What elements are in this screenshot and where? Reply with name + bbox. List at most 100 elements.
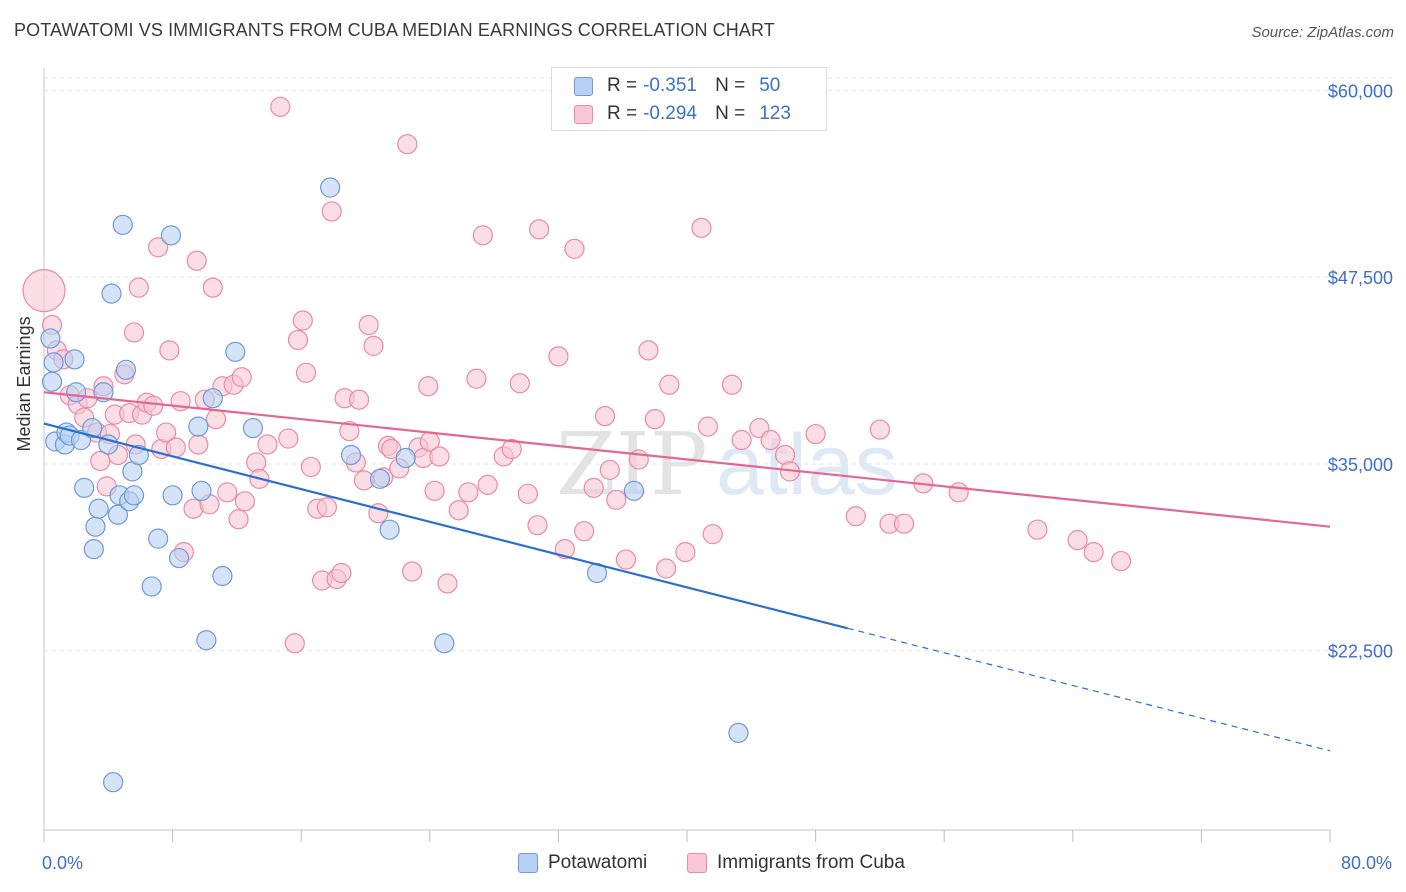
point-potawatomi (369, 468, 391, 489)
point-cuba (691, 217, 712, 238)
point-cuba (418, 376, 439, 397)
legend-n-value: 123 (759, 103, 791, 124)
y-axis-label: Median Earnings (14, 316, 34, 452)
point-cuba (448, 500, 469, 521)
point-potawatomi (191, 480, 212, 501)
point-cuba (599, 459, 620, 481)
point-potawatomi (728, 722, 749, 743)
point-cuba (205, 409, 227, 430)
point-potawatomi (160, 225, 182, 246)
trend-line-potawatomi-extension (847, 627, 1331, 752)
point-cuba (270, 96, 291, 117)
point-potawatomi (379, 519, 400, 540)
point-potawatomi (188, 416, 209, 437)
point-potawatomi (103, 772, 124, 793)
point-cuba (429, 446, 450, 467)
chart-title: POTAWATOMI VS IMMIGRANTS FROM CUBA MEDIA… (14, 20, 775, 40)
point-cuba (574, 521, 595, 542)
legend-r-label: R = (607, 75, 638, 96)
point-potawatomi (148, 528, 169, 549)
point-potawatomi (225, 341, 246, 362)
point-potawatomi (434, 633, 455, 654)
point-cuba (948, 482, 969, 503)
point-potawatomi (66, 382, 87, 403)
trend-line-potawatomi (43, 422, 849, 630)
point-cuba (1083, 541, 1104, 563)
point-potawatomi (85, 516, 106, 537)
point-cuba (529, 219, 550, 240)
legend-label-potawatomi: Potawatomi (548, 852, 648, 873)
point-potawatomi (141, 576, 162, 597)
legend-n-label: N = (715, 75, 746, 96)
y-tick-label: $22,500 (1328, 642, 1393, 662)
trend-line-cuba (43, 391, 1331, 528)
y-tick-label: $60,000 (1328, 81, 1393, 101)
point-cuba (300, 456, 321, 478)
point-cuba (287, 329, 309, 351)
point-potawatomi (128, 444, 149, 466)
point-cuba (228, 509, 249, 530)
point-cuba (583, 477, 604, 498)
point-cuba (316, 497, 338, 518)
point-potawatomi (101, 283, 122, 304)
point-cuba (331, 562, 352, 584)
point-potawatomi (64, 349, 85, 370)
stats-legend: R = -0.351 N = 50 R = -0.294 N = 123 (551, 67, 827, 131)
point-cuba (381, 438, 402, 460)
point-cuba (548, 346, 569, 367)
point-potawatomi (40, 328, 61, 349)
point-potawatomi (196, 630, 217, 651)
series-potawatomi (40, 177, 749, 793)
point-cuba (638, 340, 659, 361)
point-potawatomi (115, 359, 137, 380)
legend-swatch-blue (574, 76, 593, 96)
point-cuba (472, 225, 493, 246)
point-cuba (731, 429, 752, 451)
point-cuba (234, 491, 256, 512)
source-label: Source: ZipAtlas.com (1251, 24, 1394, 41)
point-cuba (1027, 519, 1048, 540)
legend-r-label: R = (607, 103, 638, 124)
legend-n-value: 50 (759, 75, 781, 96)
point-cuba (202, 277, 223, 298)
x-tick-label-min: 0.0% (42, 853, 84, 873)
point-cuba (257, 434, 278, 455)
point-cuba (509, 373, 530, 394)
point-cuba (893, 513, 915, 534)
point-potawatomi (202, 388, 223, 409)
point-cuba (869, 419, 891, 440)
point-cuba (22, 269, 66, 313)
point-cuba (1110, 550, 1132, 572)
bottom-legend-potawatomi: Potawatomi (518, 852, 647, 874)
point-cuba (805, 423, 826, 445)
legend-row-potawatomi: R = -0.351 N = 50 (574, 74, 780, 98)
point-potawatomi (74, 477, 95, 498)
gridlines (44, 77, 1393, 652)
point-potawatomi (83, 539, 104, 560)
point-cuba (397, 134, 418, 155)
point-cuba (845, 506, 866, 527)
point-potawatomi (168, 547, 190, 569)
point-cuba (188, 434, 209, 455)
point-potawatomi (212, 565, 233, 587)
point-cuba (217, 482, 238, 503)
point-cuba (721, 374, 743, 395)
point-cuba (656, 558, 677, 579)
point-cuba (186, 250, 207, 271)
point-cuba (594, 406, 616, 427)
point-cuba (358, 314, 379, 336)
point-potawatomi (41, 371, 63, 392)
point-cuba (284, 633, 305, 654)
point-potawatomi (320, 177, 341, 198)
point-cuba (246, 452, 267, 473)
point-potawatomi (623, 480, 645, 501)
point-cuba (128, 277, 149, 298)
point-cuba (477, 474, 498, 495)
point-cuba (278, 428, 299, 449)
point-potawatomi (162, 485, 183, 506)
y-tick-label: $47,500 (1328, 268, 1393, 288)
point-cuba (295, 362, 317, 383)
point-cuba (517, 483, 538, 504)
point-potawatomi (88, 498, 109, 519)
